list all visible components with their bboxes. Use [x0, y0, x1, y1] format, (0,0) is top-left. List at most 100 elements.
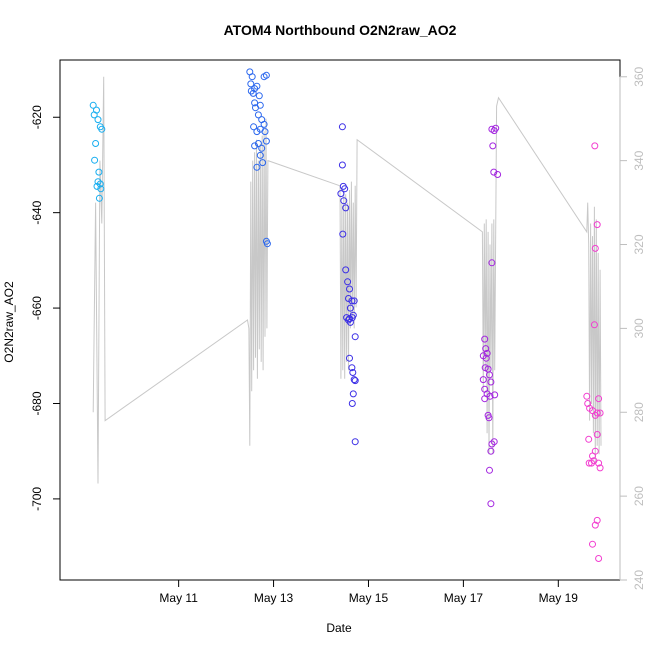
data-point [247, 80, 255, 88]
data-point [254, 111, 262, 119]
data-point [488, 440, 496, 448]
data-point [342, 266, 350, 274]
data-point [593, 431, 601, 438]
data-point [255, 92, 263, 100]
data-point [95, 194, 103, 202]
data-point [339, 230, 347, 238]
data-point [337, 190, 345, 198]
x-tick-label: May 13 [254, 591, 294, 605]
data-point [349, 390, 357, 398]
data-point [248, 73, 256, 81]
data-point [94, 116, 102, 124]
data-point [341, 185, 349, 193]
data-point [482, 345, 490, 353]
y-tick-label: -660 [30, 296, 44, 320]
data-point [338, 161, 346, 169]
y-tick-label: -700 [30, 487, 44, 511]
data-point [249, 89, 257, 97]
data-point [250, 123, 258, 131]
data-point [351, 333, 359, 341]
data-point [344, 278, 352, 286]
data-point [482, 354, 490, 362]
data-point [348, 364, 356, 372]
data-point [487, 378, 495, 386]
data-point [340, 197, 348, 205]
y2-tick-label: 280 [632, 402, 646, 422]
y2-tick-label: 240 [632, 570, 646, 590]
data-point [350, 297, 358, 305]
data-point [98, 125, 106, 133]
plot-frame [59, 59, 621, 581]
y2-tick-label: 300 [632, 318, 646, 338]
x-axis-label: Date [326, 621, 352, 635]
x-axis: May 11 May 13 May 15 May 17 May 19 [159, 579, 579, 605]
data-point [92, 140, 100, 147]
x-tick-label: May 19 [539, 591, 579, 605]
data-point [351, 377, 359, 385]
data-point [589, 540, 596, 548]
x-tick-label: May 15 [349, 591, 389, 605]
y2-tick-label: 320 [632, 234, 646, 254]
data-point [593, 221, 601, 229]
secondary-line-path [92, 76, 602, 484]
data-point [590, 321, 598, 329]
data-point [259, 159, 267, 167]
data-point [483, 349, 491, 357]
data-point [95, 168, 103, 176]
data-point [489, 142, 497, 150]
data-point [490, 438, 498, 446]
scatter-points [89, 68, 604, 562]
data-point [262, 137, 270, 145]
data-point [488, 259, 496, 267]
y-axis-label: O2N2raw_AO2 [2, 281, 16, 363]
data-point [595, 395, 603, 403]
data-point [342, 204, 350, 212]
y2-tick-label: 360 [632, 66, 646, 86]
data-point [588, 459, 595, 467]
data-point [494, 171, 502, 178]
data-point [348, 400, 356, 407]
data-point [595, 459, 603, 467]
data-point [349, 369, 357, 376]
y2-tick-label: 340 [632, 150, 646, 170]
data-point [487, 447, 495, 455]
data-point [491, 391, 499, 399]
data-point [595, 555, 603, 562]
data-point [591, 142, 599, 150]
data-point [263, 240, 271, 248]
data-point [591, 244, 599, 252]
data-point [93, 182, 101, 190]
data-point [251, 142, 259, 150]
y-tick-label: -640 [30, 200, 44, 224]
data-point [346, 354, 353, 362]
data-point [585, 435, 593, 443]
data-point [262, 71, 270, 79]
data-point [256, 151, 264, 159]
data-point [351, 438, 359, 446]
data-point [486, 371, 493, 379]
data-point [589, 452, 596, 460]
data-point [256, 101, 264, 109]
data-point [479, 376, 487, 384]
data-point [253, 163, 261, 171]
data-point [338, 123, 346, 131]
data-point [584, 400, 592, 407]
data-point [490, 168, 498, 176]
data-point [254, 140, 262, 147]
data-point [593, 516, 601, 524]
data-point [90, 111, 98, 119]
data-point [349, 311, 357, 319]
chart-title: ATOM4 Northbound O2N2raw_AO2 [224, 22, 457, 38]
data-point [481, 395, 489, 403]
data-point [89, 101, 97, 109]
data-point [251, 99, 259, 107]
data-point [591, 521, 599, 529]
y2-tick-label: 260 [632, 486, 646, 506]
secondary-series-line [92, 76, 602, 484]
x-tick-label: May 17 [444, 591, 484, 605]
data-point [94, 178, 102, 186]
data-point [258, 144, 266, 152]
y-tick-label: -620 [30, 105, 44, 129]
data-point [583, 392, 591, 400]
